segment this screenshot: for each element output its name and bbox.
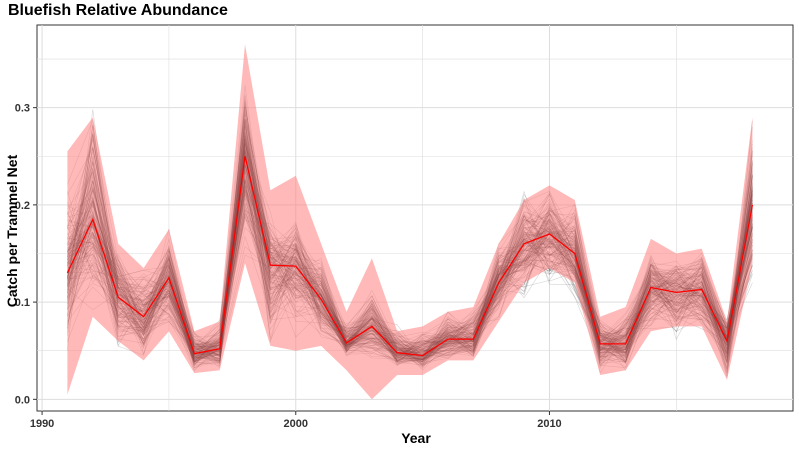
y-tick-label: 0.2: [15, 200, 30, 212]
y-tick-label: 0.0: [15, 394, 30, 406]
plot-panel-border: [36, 24, 794, 412]
y-tick-label: 0.3: [15, 103, 30, 115]
y-tick-label: 0.1: [15, 297, 30, 309]
y-axis-title: Catch per Trammel Net: [4, 154, 20, 307]
chart-title: Bluefish Relative Abundance: [8, 2, 228, 19]
x-tick-label: 1990: [30, 418, 54, 430]
tick-layer: 1990 2000 2010 0.0 0.1 0.2 0.3: [15, 103, 562, 430]
confidence-band: [67, 44, 753, 400]
x-tick-label: 2000: [284, 418, 308, 430]
estimate-line-layer: [66, 156, 754, 357]
x-axis-title: Year: [401, 430, 431, 446]
confidence-band-layer: [67, 44, 753, 400]
x-tick-label: 2010: [537, 418, 561, 430]
estimate-line: [66, 156, 754, 357]
